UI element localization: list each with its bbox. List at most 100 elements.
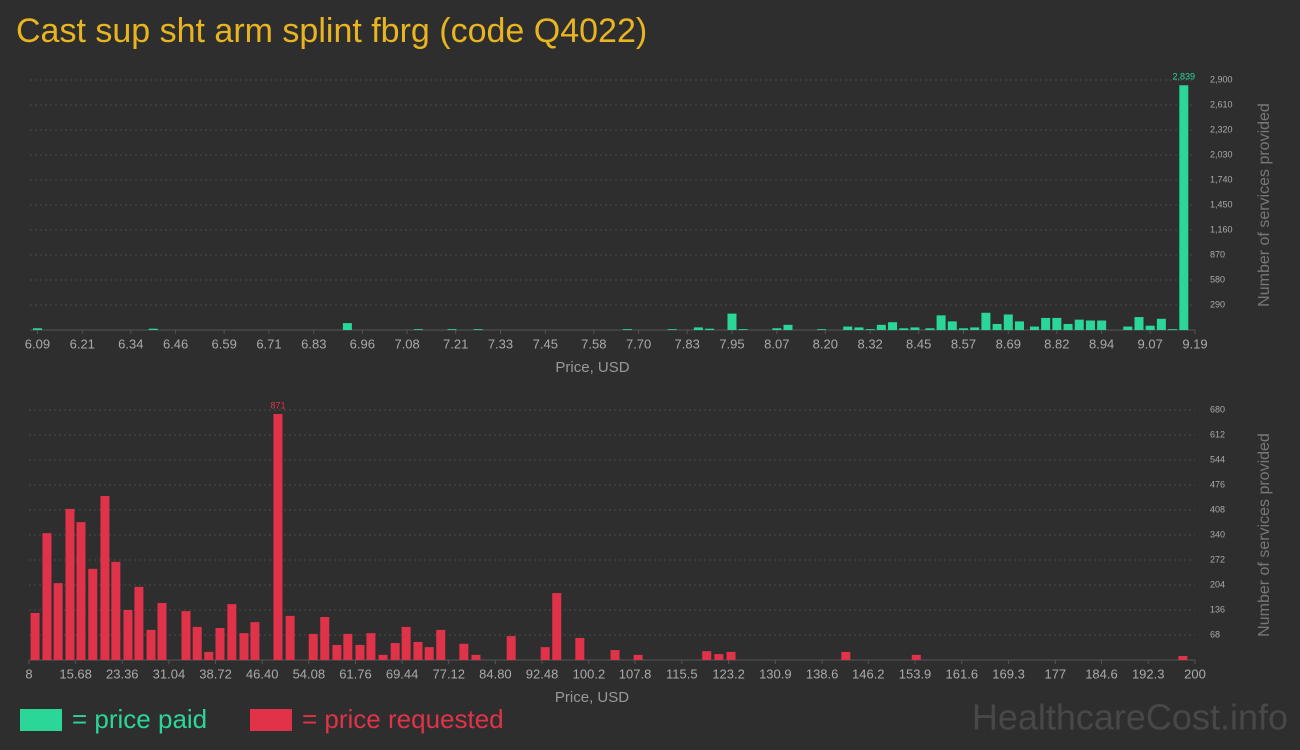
bar <box>53 583 63 660</box>
bar <box>1145 325 1155 330</box>
x-tick-label: 8.07 <box>764 336 789 351</box>
x-tick-label: 15.68 <box>59 666 92 681</box>
bar <box>726 651 736 660</box>
bar <box>1156 318 1166 330</box>
bar <box>622 329 632 330</box>
bar <box>1134 317 1144 330</box>
x-tick-label: 123.2 <box>712 666 745 681</box>
x-tick-label: 77.12 <box>432 666 465 681</box>
bar <box>1015 321 1025 330</box>
bar <box>702 651 712 660</box>
value-label: 871 <box>270 400 285 410</box>
bar <box>100 496 110 660</box>
legend-label: = price requested <box>302 704 504 734</box>
x-tick-label: 6.34 <box>118 336 143 351</box>
bar <box>865 329 875 330</box>
bar <box>471 654 481 660</box>
bar <box>633 654 643 660</box>
y-tick-label: 1,160 <box>1210 224 1233 234</box>
x-tick-label: 6.46 <box>163 336 188 351</box>
x-tick-label: 8.20 <box>813 336 838 351</box>
y-tick-label: 680 <box>1210 404 1225 414</box>
bar <box>854 327 864 330</box>
bar <box>888 322 898 330</box>
y-tick-label: 136 <box>1210 604 1225 614</box>
x-tick-label: 6.21 <box>70 336 95 351</box>
bar <box>575 637 585 660</box>
bar <box>911 654 921 660</box>
x-tick-label: 7.95 <box>719 336 744 351</box>
x-tick-label: 69.44 <box>386 666 419 681</box>
y-tick-label: 272 <box>1210 554 1225 564</box>
bar <box>783 324 793 330</box>
x-tick-label: 7.21 <box>443 336 468 351</box>
x-tick-label: 8.69 <box>996 336 1021 351</box>
legend-swatch <box>20 709 62 731</box>
x-tick-label: 9.19 <box>1182 336 1207 351</box>
x-tick-label: 177 <box>1044 666 1066 681</box>
bar <box>320 616 330 660</box>
x-tick-label: 61.76 <box>339 666 372 681</box>
bar <box>925 328 935 330</box>
x-tick-label: 54.08 <box>293 666 326 681</box>
legend-swatch <box>250 709 292 731</box>
bar <box>552 593 562 660</box>
y-tick-label: 870 <box>1210 249 1225 259</box>
bar <box>540 647 550 660</box>
bar <box>936 315 946 330</box>
y-tick-label: 1,740 <box>1210 174 1233 184</box>
bar <box>239 633 249 660</box>
x-tick-label: 8.32 <box>857 336 882 351</box>
bar <box>413 641 423 660</box>
bar <box>958 328 968 330</box>
y-tick-label: 476 <box>1210 479 1225 489</box>
x-tick-label: 138.6 <box>806 666 839 681</box>
legend-label: = price paid <box>72 704 207 734</box>
bar <box>436 629 446 660</box>
bar <box>355 644 365 660</box>
x-tick-label: 46.40 <box>246 666 279 681</box>
x-tick-label: 23.36 <box>106 666 139 681</box>
bar <box>148 328 158 330</box>
bar <box>250 622 260 660</box>
bar <box>1041 317 1051 330</box>
x-tick-label: 7.70 <box>626 336 651 351</box>
x-tick-label: 6.96 <box>350 336 375 351</box>
bar <box>1074 319 1084 330</box>
bar <box>910 327 920 330</box>
bar <box>447 329 457 330</box>
bar <box>215 628 225 660</box>
x-tick-label: 38.72 <box>199 666 232 681</box>
x-tick-label: 84.80 <box>479 666 512 681</box>
bar <box>772 328 782 330</box>
x-axis-label: Price, USD <box>555 689 629 706</box>
bar <box>123 610 133 660</box>
bar <box>693 327 703 330</box>
bar <box>1097 320 1107 330</box>
bar <box>88 568 98 660</box>
bar <box>947 321 957 330</box>
bar <box>342 323 352 330</box>
bar <box>1168 329 1178 330</box>
y-tick-label: 2,900 <box>1210 74 1233 84</box>
bar <box>981 312 991 330</box>
y-axis-label: Number of services provided <box>1256 433 1273 637</box>
x-tick-label: 192.3 <box>1132 666 1165 681</box>
value-label: 2,839 <box>1173 72 1196 82</box>
bar <box>42 533 52 660</box>
bar <box>273 414 283 660</box>
x-tick-label: 100.2 <box>573 666 606 681</box>
bar <box>343 633 353 660</box>
bar <box>30 612 40 660</box>
x-tick-label: 8 <box>25 666 32 681</box>
watermark: HealthcareCost.info <box>972 697 1288 738</box>
bar <box>146 629 156 660</box>
bar <box>1179 85 1189 330</box>
x-tick-label: 200 <box>1184 666 1206 681</box>
x-tick-label: 130.9 <box>759 666 792 681</box>
x-tick-label: 8.57 <box>951 336 976 351</box>
chart-title: Cast sup sht arm splint fbrg (code Q4022… <box>16 12 647 50</box>
bar <box>332 644 342 660</box>
